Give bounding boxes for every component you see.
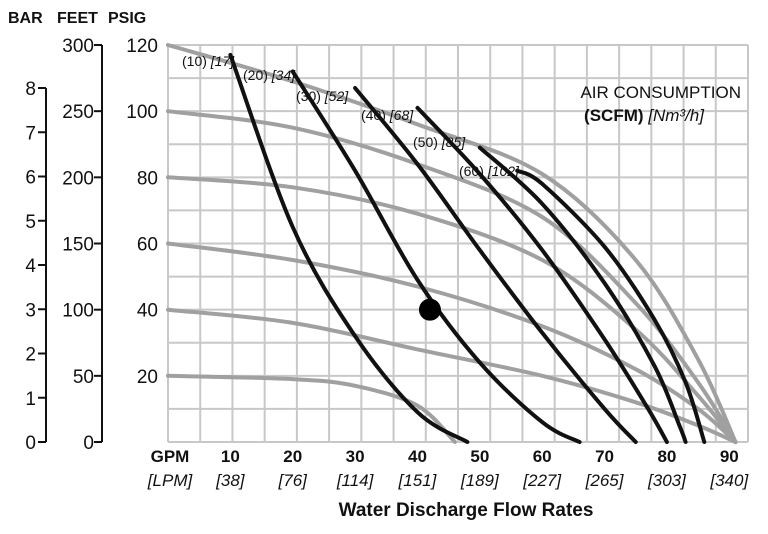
x-axis-title: Water Discharge Flow Rates: [339, 500, 594, 521]
x-unit-lpm: [LPM]: [147, 471, 194, 490]
air-curve-scfm: (50): [413, 134, 442, 150]
x-tick-lpm: [76]: [278, 471, 309, 490]
feet-tick-label: 150: [62, 235, 94, 256]
psig-tick-label: 40: [137, 301, 158, 322]
unit-header-feet: FEET: [57, 10, 98, 27]
feet-tick-label: 0: [83, 433, 94, 454]
feet-tick-label: 50: [73, 367, 94, 388]
air-curve-nm3h: [102]: [487, 163, 520, 179]
air-curve-label: (20) [34]: [243, 67, 296, 83]
feet-tick-label: 300: [62, 36, 94, 57]
bar-tick-label: 7: [25, 123, 36, 144]
x-tick-lpm: [340]: [709, 471, 749, 490]
x-tick-gpm: 70: [595, 447, 614, 466]
axes: 20 40 60 80 100 120 0 50 100 150 200 250 300 0 1 2 3 4 5 6 7…: [25, 36, 749, 490]
x-tick-lpm: [227]: [522, 471, 562, 490]
air-curve-label: (40) [68]: [361, 107, 414, 123]
x-tick-gpm: 20: [283, 447, 302, 466]
air-curve-2: [353, 86, 638, 444]
legend-title: AIR CONSUMPTION: [580, 83, 741, 102]
air-curve-scfm: (20): [243, 67, 272, 83]
psig-tick-label: 20: [137, 367, 158, 388]
unit-header-psig: PSIG: [108, 10, 146, 27]
psig-tick-label: 80: [137, 168, 158, 189]
air-curve-label: (60) [102]: [459, 163, 520, 179]
air-curve-nm3h: [68]: [389, 107, 414, 123]
air-curve-3: [415, 105, 669, 444]
air-curve-nm3h: [17]: [210, 53, 235, 69]
psig-tick-label: 120: [126, 36, 158, 57]
x-tick-gpm: 10: [221, 447, 240, 466]
psig-tick-label: 60: [137, 235, 158, 256]
legend-subtitle: (SCFM) [Nm³/h]: [584, 106, 705, 125]
x-tick-gpm: 80: [657, 447, 676, 466]
psig-tick-label: 100: [126, 102, 158, 123]
pressure-curve-100-psig: [166, 109, 738, 444]
x-tick-lpm: [265]: [585, 471, 625, 490]
bar-tick-label: 0: [25, 433, 36, 454]
air-curve-4: [477, 145, 688, 444]
feet-tick-label: 100: [62, 301, 94, 322]
bar-tick-label: 2: [25, 345, 36, 366]
bar-tick-label: 5: [25, 212, 36, 233]
air-curve-label: (10) [17]: [182, 53, 235, 69]
feet-tick-label: 250: [62, 102, 94, 123]
x-tick-lpm: [38]: [215, 471, 246, 490]
air-curve-label: (30) [52]: [296, 88, 349, 104]
x-tick-gpm: 90: [720, 447, 739, 466]
air-curve-nm3h: [52]: [324, 88, 349, 104]
air-curve-nm3h: [34]: [271, 67, 296, 83]
x-tick-gpm: 30: [346, 447, 365, 466]
operating-point-dot: [418, 298, 441, 321]
bar-tick-label: 3: [25, 300, 36, 321]
pressure-curve-60-psig: [166, 241, 738, 444]
pressure-curve-40-psig: [166, 307, 738, 444]
pressure-curve-120-psig: [166, 43, 738, 444]
bar-tick-label: 4: [25, 256, 36, 277]
x-tick-lpm: [151]: [398, 471, 438, 490]
air-curve-scfm: (30): [296, 88, 325, 104]
x-tick-lpm: [189]: [460, 471, 500, 490]
x-unit-gpm: GPM: [151, 447, 190, 466]
bar-tick-label: 6: [25, 168, 36, 189]
air-curve-scfm: (10): [182, 53, 211, 69]
unit-header-bar: BAR: [8, 10, 43, 27]
air-curve-5: [515, 168, 707, 444]
x-tick-gpm: 50: [470, 447, 489, 466]
air-curve-scfm: (40): [361, 107, 390, 123]
pressure-curve-20-psig: [166, 373, 457, 444]
air-curve-label: (50) [85]: [413, 134, 466, 150]
bar-tick-label: 8: [25, 79, 36, 100]
x-tick-gpm: 60: [533, 447, 552, 466]
bar-tick-label: 1: [25, 389, 36, 410]
legend-scfm: (SCFM): [584, 106, 643, 125]
air-curve-0: [228, 52, 470, 444]
x-tick-lpm: [114]: [336, 471, 375, 490]
x-tick-gpm: 40: [408, 447, 427, 466]
air-curve-nm3h: [85]: [441, 134, 466, 150]
air-consumption-curves: (10) [17] (20) [34](30) [52] (40) [68] (50)…: [182, 52, 707, 444]
x-tick-lpm: [303]: [647, 471, 687, 490]
legend-nm3h: [Nm³/h]: [647, 106, 705, 125]
air-curve-scfm: (60): [459, 163, 488, 179]
feet-tick-label: 200: [62, 168, 94, 189]
